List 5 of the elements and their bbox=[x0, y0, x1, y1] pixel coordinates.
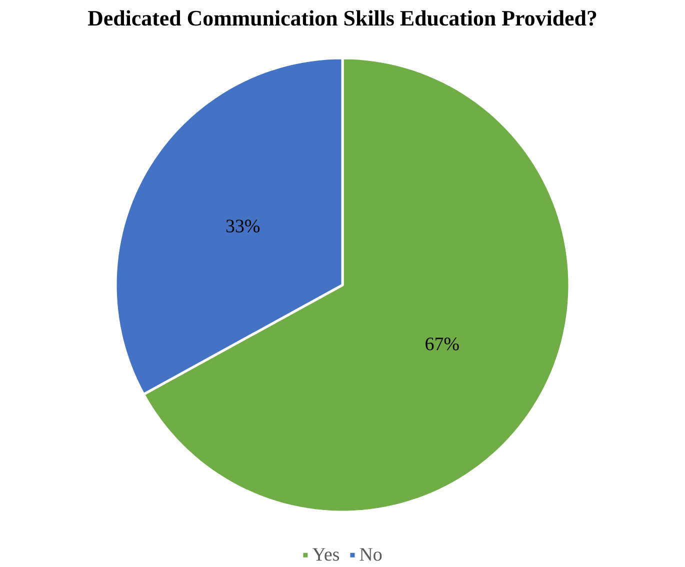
legend-label: No bbox=[360, 548, 382, 561]
legend-label: Yes bbox=[312, 548, 340, 561]
chart-title: Dedicated Communication Skills Education Provided? bbox=[88, 10, 596, 26]
data-label: 67% bbox=[426, 338, 459, 350]
data-label: 33% bbox=[226, 220, 260, 232]
